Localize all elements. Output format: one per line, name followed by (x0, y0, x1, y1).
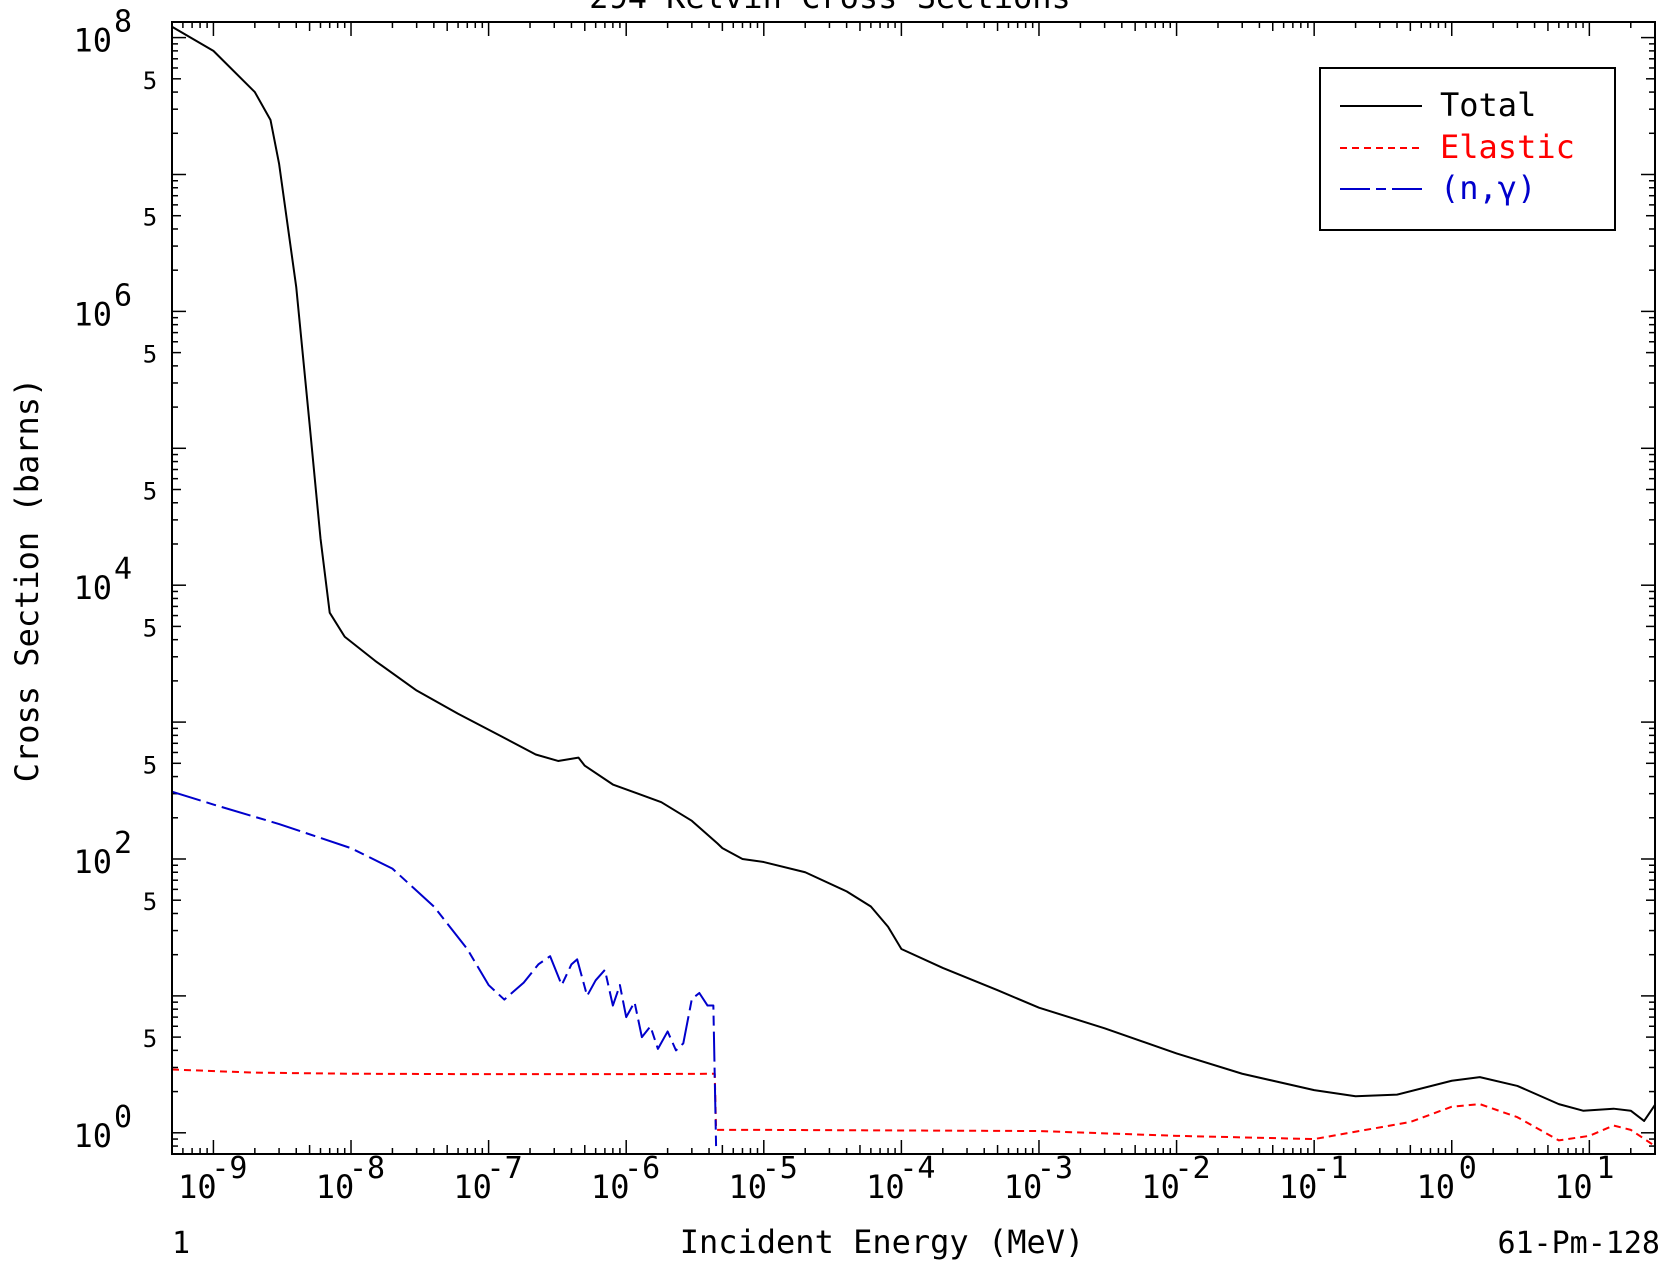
x-tick-label-base: 10 (316, 1168, 355, 1206)
legend-label-total: Total (1440, 86, 1536, 124)
x-tick-label-base: 10 (591, 1168, 630, 1206)
x-tick-label-exp: -4 (899, 1151, 935, 1186)
y-minor-tick-label: 5 (143, 478, 157, 506)
bottom-left-annotation: 1 (172, 1226, 190, 1261)
bottom-right-annotation: 61-Pm-128 (1497, 1226, 1660, 1261)
y-tick-label: 10 4 (73, 552, 132, 607)
y-tick-label: 10 8 (73, 5, 132, 60)
y-minor-tick-label: 5 (143, 1025, 157, 1053)
y-minor-tick-label: 5 (143, 341, 157, 369)
x-tick-label-base: 10 (866, 1168, 905, 1206)
x-tick-label-exp: 1 (1596, 1151, 1614, 1186)
x-tick-label-base: 10 (1416, 1168, 1455, 1206)
x-tick-label: 10-2 (1141, 1151, 1210, 1206)
y-tick-label-exp: 0 (114, 1100, 132, 1135)
x-tick-label-exp: -2 (1175, 1151, 1211, 1186)
y-tick-label: 10 6 (73, 278, 132, 333)
x-tick-label: 10-9 (178, 1151, 247, 1206)
x-tick-label: 10-1 (1279, 1151, 1348, 1206)
legend: Total Elastic (n,γ) (1319, 67, 1616, 231)
x-tick-label-base: 10 (1004, 1168, 1043, 1206)
x-tick-label-exp: -5 (762, 1151, 798, 1186)
y-minor-tick-label: 5 (143, 751, 157, 779)
y-tick-label-base: 10 (73, 295, 112, 333)
y-tick-label-base: 10 (73, 843, 112, 881)
y-minor-tick-label: 5 (143, 67, 157, 95)
x-tick-label: 10-3 (1004, 1151, 1073, 1206)
x-tick-label-exp: -1 (1312, 1151, 1348, 1186)
y-tick-label-base: 10 (73, 569, 112, 607)
x-tick-label: 10 0 (1416, 1151, 1476, 1206)
x-tick-label-exp: -3 (1037, 1151, 1073, 1186)
x-tick-label-base: 10 (178, 1168, 217, 1206)
y-axis-label-group: Cross Section (barns) (8, 378, 46, 783)
y-minor-tick-label: 5 (143, 614, 157, 642)
series-line-elastic (171, 1068, 1656, 1147)
y-tick-label: 10 0 (73, 1100, 132, 1155)
chart-title: 294 Kelvin Cross Sections (589, 0, 1071, 16)
x-tick-label-exp: -7 (487, 1151, 523, 1186)
x-tick-label-exp: -6 (624, 1151, 660, 1186)
x-tick-label-exp: 0 (1459, 1151, 1477, 1186)
y-minor-tick-label: 5 (143, 888, 157, 916)
y-tick-label-exp: 6 (114, 278, 132, 313)
x-tick-label: 10-7 (453, 1151, 522, 1206)
x-tick-label: 10-4 (866, 1151, 935, 1206)
x-tick-label-base: 10 (729, 1168, 768, 1206)
x-tick-label-base: 10 (1554, 1168, 1593, 1206)
x-tick-label: 10-6 (591, 1151, 660, 1206)
series-line-n-gamma (171, 790, 718, 1147)
y-minor-tick-label: 5 (143, 204, 157, 232)
plot-series (171, 25, 1656, 1147)
series-line-total (171, 25, 1656, 1122)
x-tick-label-base: 10 (1279, 1168, 1318, 1206)
legend-label-ngamma: (n,γ) (1440, 169, 1536, 207)
plot-frame (171, 21, 1656, 1155)
x-tick-label: 10-5 (729, 1151, 798, 1206)
x-tick-label-base: 10 (1141, 1168, 1180, 1206)
x-tick-label-exp: -8 (349, 1151, 385, 1186)
y-tick-label-exp: 4 (114, 552, 132, 587)
x-tick-label: 10-8 (316, 1151, 385, 1206)
legend-label-elastic: Elastic (1440, 128, 1575, 166)
x-tick-label-exp: -9 (211, 1151, 247, 1186)
tick-labels: 10-9 10-8 10-7 10-6 10-5 10-4 10-3 10-2 10-1 10 0 1… (73, 5, 1614, 1206)
x-tick-label-base: 10 (453, 1168, 492, 1206)
x-axis-label: Incident Energy (MeV) (680, 1223, 1085, 1261)
y-axis-label: Cross Section (barns) (8, 378, 46, 783)
y-tick-label-base: 10 (73, 1117, 112, 1155)
y-tick-label-exp: 2 (114, 826, 132, 861)
x-tick-label: 10 1 (1554, 1151, 1614, 1206)
y-tick-label-base: 10 (73, 22, 112, 60)
y-tick-label: 10 2 (73, 826, 132, 881)
y-tick-label-exp: 8 (114, 5, 132, 40)
